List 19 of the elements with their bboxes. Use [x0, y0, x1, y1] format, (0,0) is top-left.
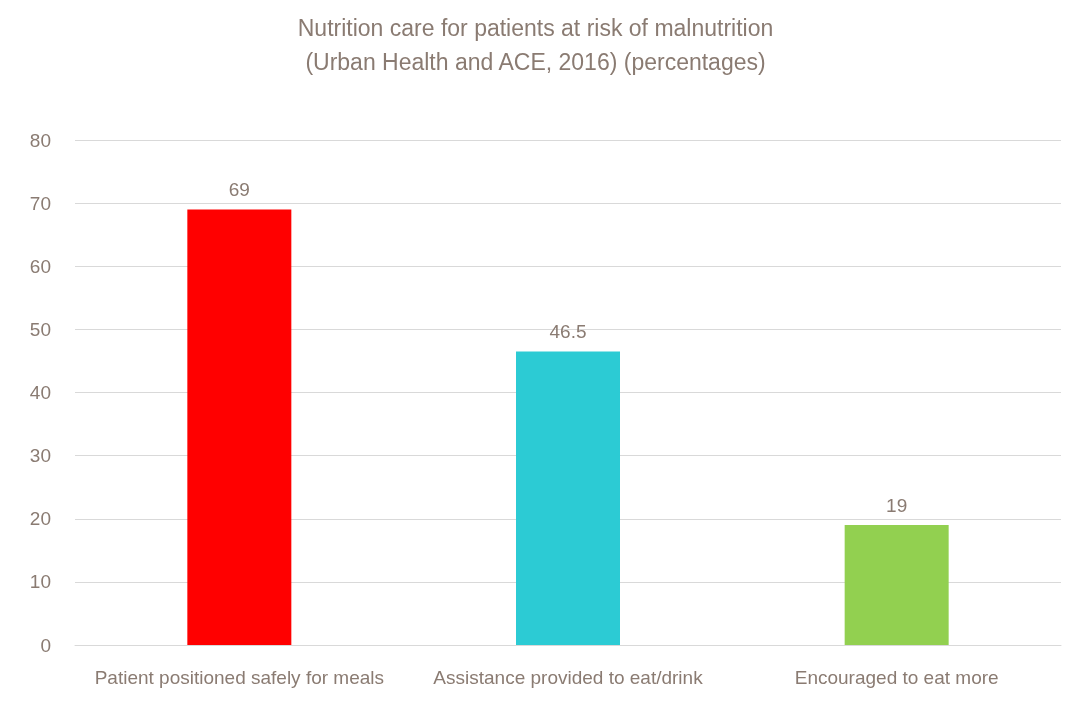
data-label: 46.5: [549, 321, 587, 343]
y-tick-label: 10: [29, 571, 51, 593]
x-tick-label: Patient positioned safely for meals: [94, 666, 385, 688]
chart-title: Nutrition care for patients at risk of malnutrition (Urban Health and ACE, 2016) (percentages): [297, 15, 774, 75]
y-tick-label: 20: [29, 508, 51, 530]
x-tick-label: Assistance provided to eat/drink: [433, 666, 704, 688]
y-tick-label: 0: [40, 634, 51, 656]
y-tick-label: 80: [29, 129, 51, 151]
x-tick-label: Encouraged to eat more: [794, 666, 999, 688]
data-label: 19: [886, 495, 908, 517]
bar: [187, 209, 292, 645]
bar: [844, 525, 949, 645]
y-tick-label: 30: [29, 445, 51, 467]
y-tick-label: 50: [29, 318, 51, 340]
y-tick-label: 70: [29, 192, 51, 214]
y-tick-label: 60: [29, 255, 51, 277]
y-tick-label: 40: [29, 382, 51, 403]
data-label: 69: [228, 179, 250, 201]
bar: [516, 351, 620, 645]
